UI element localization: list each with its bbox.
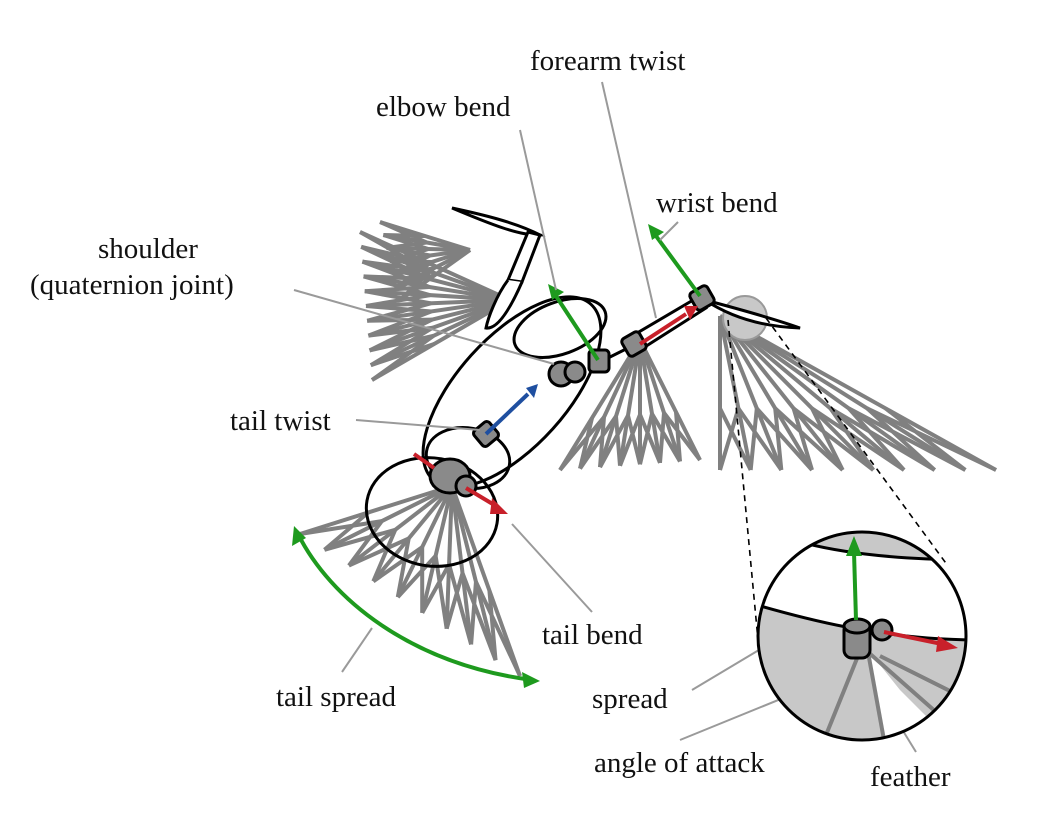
right-wing-feathers [558,314,997,472]
right-feather-inner-shaft [618,339,642,467]
tail-bend-axis-arrow-a [412,452,436,470]
leader-shoulder [293,289,555,365]
inset-angle-arrow [883,630,943,646]
left-feather-shaft [363,274,511,302]
label-angle-of-attack: angle of attack [594,747,765,779]
tail-feather-shaft [299,484,453,536]
labels: forearm twist elbow bend wrist bend shou… [30,45,951,793]
left-feather-shaft [368,298,511,353]
label-elbow-bend: elbow bend [376,91,511,123]
label-tail-bend: tail bend [542,619,643,651]
left-feather-shaft [367,298,511,338]
tail-bend-axis-arrow-b [464,486,498,508]
right-feather-outer-lattice [718,407,753,471]
right-feather-outer-shaft [719,314,997,472]
leader-tail-bend [511,523,593,613]
tail-feather-shaft [395,485,454,598]
right-feather-outer-shaft [718,314,906,472]
tail-feather-lattice [372,538,424,598]
tail-feathers [299,484,522,677]
leader-forearm-twist [601,81,657,319]
right-feather-outer-lattice [755,407,814,472]
tail-feather-lattice [348,528,410,583]
right-feather-inner-shaft [558,338,642,472]
leader-tail-spread [341,627,373,673]
left-feather-upper-shaft [398,248,472,302]
zoom-lines [727,317,949,641]
right-feather-inner-shaft [638,339,702,461]
tail-feather-shaft [450,485,474,645]
axis-arrows [292,224,702,688]
right-feather-outer-shaft [718,314,967,472]
left-feather-shaft [364,289,511,302]
leader-lines [293,81,917,753]
label-forearm-twist: forearm twist [530,45,685,77]
right-feather-inner-shaft [638,339,682,463]
left-wing-feathers [359,220,512,382]
forearm-twist-axis-arrow [638,312,688,346]
right-feather-inner-shaft [598,339,642,468]
tail-feather-shaft [323,484,453,552]
right-feather-outer-lattice [773,406,845,472]
tail-feather-shaft [371,484,454,583]
left-feather-shaft [361,259,511,302]
label-quaternion-joint: (quaternion joint) [30,269,234,301]
tail-feather-shaft [450,485,498,661]
forearm-twist-joint [620,330,648,358]
right-feather-outer-shaft [718,314,875,472]
tail-feather-lattice [444,563,474,645]
tail-feather-shaft [347,484,454,568]
label-feather: feather [870,761,951,793]
elbow-bend-axis-arrow [554,294,600,362]
leader-wrist-bend [659,221,679,241]
tail-feather-shaft [450,485,522,677]
left-feather-shaft [370,298,512,382]
right-feather-outer-shaft [718,314,814,472]
shoulder-joint-ring [563,360,587,384]
tail-feather-lattice [396,547,438,613]
tail-feather-shaft [420,485,454,614]
tail-feather-lattice [323,519,396,567]
tail-feather-shaft [444,485,454,629]
inset-joint [842,617,894,660]
left-feather-upper-shaft [386,246,471,252]
left-wing-arm [451,206,546,330]
inset-magnifier [756,530,968,742]
tail-spread-arc [296,533,533,682]
inset-spread-arrow [852,551,858,621]
left-feather-shaft [365,298,511,308]
label-shoulder: shoulder [98,233,198,265]
inset-border [756,530,968,742]
label-spread: spread [592,683,668,715]
tail-twist-axis-arrow [484,392,530,436]
right-feather-outer-shaft [718,314,845,472]
label-wrist-bend: wrist bend [656,187,778,219]
right-feather-outer-lattice [736,407,783,472]
shoulder-limit-ellipse [512,297,608,359]
right-feather-outer-lattice [792,406,875,472]
label-tail-twist: tail twist [230,405,331,437]
right-feather-outer-shaft [718,314,936,472]
label-tail-spread: tail spread [276,681,396,713]
right-feather-inner-lattice [662,411,702,462]
right-feather-inner-shaft [578,339,642,470]
wrist-bend-axis-arrow [654,234,702,298]
right-feather-outer-shaft [718,315,753,471]
leader-elbow-bend [519,129,557,291]
right-feather-inner-shaft [638,339,662,464]
tail-bend-limit-ellipse [364,456,500,568]
right-feather-outer-shaft [718,315,784,471]
leader-tail-twist [355,419,481,431]
left-feather-upper-shaft [395,248,471,289]
